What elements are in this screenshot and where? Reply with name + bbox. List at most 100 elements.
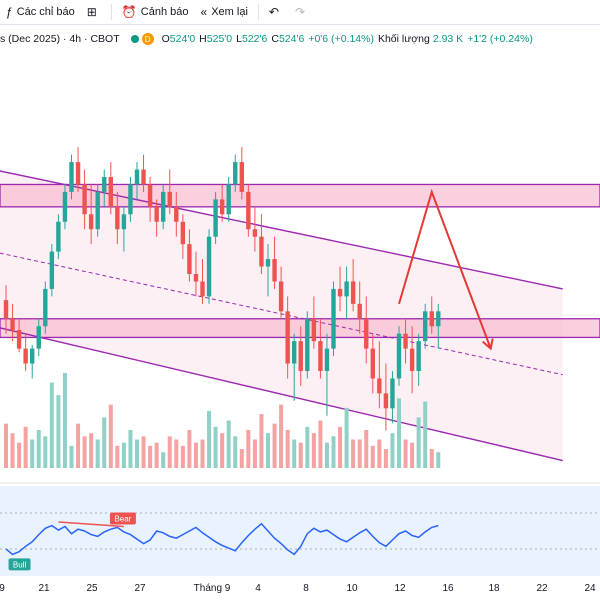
- volume-bar: [62, 373, 67, 468]
- volume-bar: [377, 439, 382, 468]
- volume-bar: [76, 423, 81, 468]
- time-axis-label: 12: [394, 583, 406, 594]
- volume-bar: [148, 445, 153, 468]
- candle-body: [36, 326, 41, 349]
- alerts-label: Cảnh báo: [140, 6, 189, 18]
- candle-body: [239, 162, 244, 192]
- candle-body: [134, 169, 140, 185]
- candle-body: [108, 177, 113, 207]
- candle-body: [324, 348, 330, 371]
- projection-arrow[interactable]: [398, 188, 494, 351]
- indicators-button[interactable]: ƒ Các chỉ báo: [0, 0, 81, 24]
- candle-body: [318, 341, 323, 371]
- delay-badge: D: [141, 33, 154, 45]
- channel-lower-line: [0, 327, 563, 462]
- volume-bar: [167, 436, 172, 468]
- candle-body: [187, 244, 192, 274]
- low-value: 522'6: [241, 33, 268, 45]
- undo-button[interactable]: ↶: [263, 0, 289, 24]
- high-value: 525'0: [206, 33, 233, 45]
- volume-bar: [429, 449, 434, 468]
- candle-body: [364, 318, 369, 349]
- candle-body: [311, 318, 317, 342]
- volume-bar: [187, 430, 192, 468]
- open-value: 524'0: [169, 33, 196, 45]
- volume-bar: [364, 430, 369, 468]
- rsi-line: [5, 522, 439, 556]
- symbol-legend: s (Dec 2025) · 4h · CBOT D O 524'0 H 525'0…: [0, 30, 537, 48]
- volume-bar: [56, 395, 61, 468]
- candle-body: [115, 206, 120, 230]
- candle-body: [259, 236, 264, 267]
- candle-body: [233, 162, 238, 185]
- candle-body: [69, 162, 74, 192]
- candle-body: [390, 378, 395, 409]
- candle-body: [128, 184, 133, 215]
- candle-body: [75, 162, 81, 185]
- candle-body: [174, 206, 179, 222]
- candle-body: [429, 311, 434, 327]
- channel-upper-line: [0, 170, 563, 290]
- candle-body: [193, 274, 199, 282]
- alerts-button[interactable]: ⏰ Cảnh báo: [116, 0, 195, 24]
- rsi-bear-divergence: [58, 521, 124, 528]
- indicators-icon: ƒ: [6, 5, 13, 19]
- candle-body: [95, 191, 100, 230]
- layout-button[interactable]: ⊞: [81, 0, 107, 24]
- replay-button[interactable]: « Xem lại: [195, 0, 254, 24]
- time-axis-label: 4: [255, 583, 261, 594]
- candle-body: [30, 348, 35, 364]
- redo-icon: ↷: [294, 5, 306, 19]
- volume-bar: [30, 439, 35, 468]
- volume-bar: [102, 417, 107, 468]
- volume-bar: [305, 426, 310, 468]
- time-axis-label: 16: [442, 583, 454, 594]
- volume-bar: [95, 439, 100, 468]
- time-axis-label: 9: [0, 583, 5, 594]
- price-chart[interactable]: Bear Bull: [0, 50, 600, 578]
- time-axis[interactable]: 9 21 25 27 Tháng 9 4 8 10 12 16 18 22 24: [0, 578, 600, 600]
- volume-bar: [121, 442, 126, 468]
- volume-bar: [266, 433, 270, 468]
- volume-bar: [311, 433, 316, 468]
- toolbar-divider: [110, 4, 112, 20]
- time-axis-label: Tháng 9: [193, 583, 231, 594]
- rewind-icon: «: [200, 5, 208, 19]
- symbol-title[interactable]: s (Dec 2025) · 4h · CBOT: [0, 33, 120, 45]
- redo-button[interactable]: ↷: [289, 0, 315, 24]
- volume-value: 2.93 K: [432, 33, 464, 45]
- rsi-pane-bg: [0, 486, 600, 576]
- volume-bars: [4, 373, 441, 468]
- volume-bar: [403, 439, 408, 468]
- candle-body: [16, 329, 22, 349]
- open-key: O: [161, 33, 170, 45]
- candle-body: [200, 281, 205, 297]
- time-axis-label: 27: [134, 583, 146, 594]
- volume-bar: [259, 414, 264, 468]
- candle-body: [246, 191, 251, 230]
- zone-rectangle: [0, 183, 600, 208]
- volume-bar: [108, 404, 113, 468]
- zone-rectangle: [0, 318, 600, 339]
- candle-body: [10, 318, 15, 330]
- low-key: L: [236, 33, 242, 45]
- time-axis-label: 18: [488, 583, 500, 594]
- volume-change-value: +1'2 (+0.24%): [467, 33, 533, 45]
- volume-bar: [174, 439, 179, 468]
- rsi-pane: Bear Bull: [0, 512, 600, 571]
- volume-bar: [344, 407, 349, 468]
- candle-body: [383, 393, 389, 409]
- volume-bar: [410, 442, 415, 468]
- change-value: +0'6 (+0.14%): [308, 33, 374, 45]
- volume-bar: [338, 426, 343, 468]
- volume-bar: [82, 436, 87, 468]
- volume-bar: [416, 417, 421, 468]
- volume-bar: [390, 433, 395, 468]
- volume-bar: [285, 430, 290, 468]
- volume-bar: [23, 426, 28, 468]
- volume-bar: [69, 445, 74, 468]
- volume-bar: [220, 433, 225, 468]
- time-axis-label: 22: [536, 583, 548, 594]
- candle-body: [337, 288, 343, 297]
- time-axis-label: 10: [346, 583, 358, 594]
